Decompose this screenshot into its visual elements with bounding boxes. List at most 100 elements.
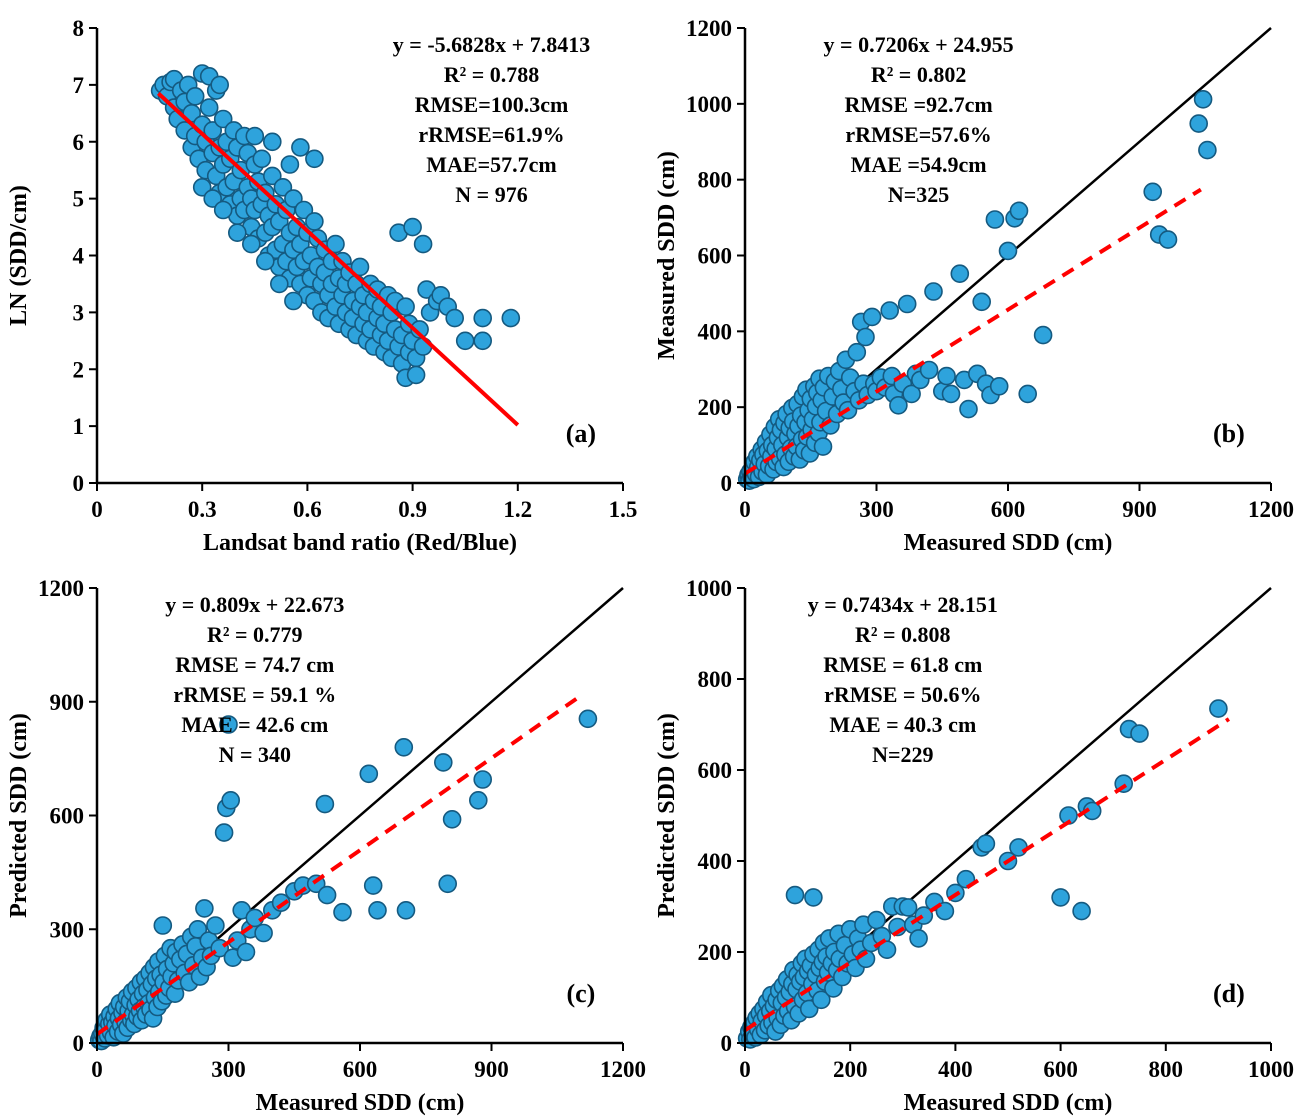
axes <box>737 27 1272 491</box>
data-point <box>847 342 867 362</box>
x-axis-title: Measured SDD (cm) <box>904 1090 1113 1116</box>
data-point <box>919 360 939 380</box>
data-point <box>438 874 458 894</box>
svg-text:800: 800 <box>698 667 733 692</box>
stats-line: RMSE=100.3cm <box>415 92 569 117</box>
panel-d: 0 200 400 600 800 1000 0 200 400 600 800 1000 Measur… <box>648 560 1296 1120</box>
panel-a: 0 0.3 0.6 0.9 1.2 1.5 0 1 2 3 4 5 6 7 8 Landsat band ra… <box>0 0 648 560</box>
svg-text:2: 2 <box>73 357 85 382</box>
scatter-points <box>737 90 1217 491</box>
stats-line: y = 0.7434x + 28.151 <box>808 592 998 617</box>
axes <box>737 587 1272 1051</box>
svg-text:0: 0 <box>73 471 85 496</box>
data-point <box>473 770 493 789</box>
svg-text:6: 6 <box>73 130 85 155</box>
data-point <box>959 399 978 419</box>
plot-area-a <box>150 64 521 427</box>
regression-line <box>743 187 1202 476</box>
svg-text:600: 600 <box>991 497 1026 522</box>
svg-text:1.2: 1.2 <box>503 497 532 522</box>
svg-text:8: 8 <box>73 16 85 41</box>
data-point <box>305 149 324 169</box>
data-point <box>473 331 493 351</box>
stats-line: MAE = 42.6 cm <box>181 712 328 737</box>
data-point <box>985 210 1005 229</box>
svg-text:5: 5 <box>73 187 85 212</box>
regression-line <box>157 91 520 427</box>
y-axis-title: LN (SDD/cm) <box>6 185 32 326</box>
stats-line: MAE = 40.3 cm <box>829 712 976 737</box>
data-point <box>203 189 222 208</box>
panel-letter: (a) <box>566 419 596 448</box>
data-point <box>1033 325 1053 345</box>
svg-text:400: 400 <box>938 1057 973 1082</box>
data-point <box>213 200 233 220</box>
data-point <box>269 274 289 294</box>
svg-text:900: 900 <box>1122 497 1157 522</box>
plot-area-d <box>737 587 1272 1049</box>
data-point <box>909 929 928 948</box>
data-point <box>284 189 303 208</box>
svg-text:600: 600 <box>1043 1057 1078 1082</box>
data-point <box>359 764 379 784</box>
svg-text:0: 0 <box>91 497 103 522</box>
stats-line: rRMSE = 50.6% <box>824 682 981 707</box>
data-point <box>1189 114 1209 133</box>
data-point <box>228 223 247 242</box>
data-point <box>862 307 882 327</box>
data-point <box>363 876 383 895</box>
stats-line: y = -5.6828x + 7.8413 <box>393 32 590 57</box>
y-axis-title: Predicted SDD (cm) <box>6 713 32 918</box>
data-point <box>924 282 943 301</box>
svg-text:0: 0 <box>739 1057 751 1082</box>
data-point <box>812 990 831 1010</box>
x-axis-title: Measured SDD (cm) <box>904 530 1113 556</box>
data-point <box>315 794 335 814</box>
regression-line <box>743 717 1231 1032</box>
data-point <box>442 809 462 829</box>
svg-text:900: 900 <box>474 1057 509 1082</box>
data-point <box>192 178 212 197</box>
y-axis-title: Measured SDD (cm) <box>654 151 680 360</box>
panel-letter: (b) <box>1213 419 1245 448</box>
data-point <box>262 166 282 186</box>
svg-text:0: 0 <box>739 497 751 522</box>
svg-text:7: 7 <box>73 73 85 98</box>
svg-text:1000: 1000 <box>686 92 732 117</box>
svg-text:0: 0 <box>721 1031 733 1056</box>
data-point <box>413 234 433 254</box>
data-point <box>880 301 899 320</box>
svg-text:1200: 1200 <box>686 16 732 41</box>
data-point <box>1018 384 1038 404</box>
stats-line: rRMSE=57.6% <box>845 122 991 147</box>
svg-text:1: 1 <box>73 414 85 439</box>
stats-line: N = 340 <box>219 742 291 767</box>
data-point <box>1198 140 1217 160</box>
stats-line: R² = 0.802 <box>871 62 967 87</box>
svg-text:800: 800 <box>1149 1057 1184 1082</box>
stats-line: RMSE = 61.8 cm <box>823 652 982 677</box>
svg-text:1200: 1200 <box>38 576 84 601</box>
x-axis-title: Measured SDD (cm) <box>256 1090 465 1116</box>
stats-line: MAE=57.7cm <box>426 152 556 177</box>
stats-line: R² = 0.808 <box>855 622 951 647</box>
regression-line <box>95 695 581 1036</box>
scatter-points <box>89 709 598 1051</box>
data-point <box>188 919 208 939</box>
stats-line: N = 976 <box>455 182 527 207</box>
data-point <box>950 264 970 284</box>
svg-text:0.3: 0.3 <box>188 497 217 522</box>
data-point <box>1009 838 1028 857</box>
x-axis-title: Landsat band ratio (Red/Blue) <box>203 530 517 556</box>
data-point <box>889 395 908 415</box>
data-point <box>294 200 314 220</box>
stats-line: R² = 0.788 <box>444 62 540 87</box>
svg-text:600: 600 <box>343 1057 378 1082</box>
data-point <box>245 126 265 146</box>
stats-line: MAE =54.9cm <box>851 152 987 177</box>
svg-text:1.5: 1.5 <box>609 497 638 522</box>
data-point <box>989 376 1009 396</box>
data-point <box>473 308 493 328</box>
panel-letter: (c) <box>566 979 595 1008</box>
